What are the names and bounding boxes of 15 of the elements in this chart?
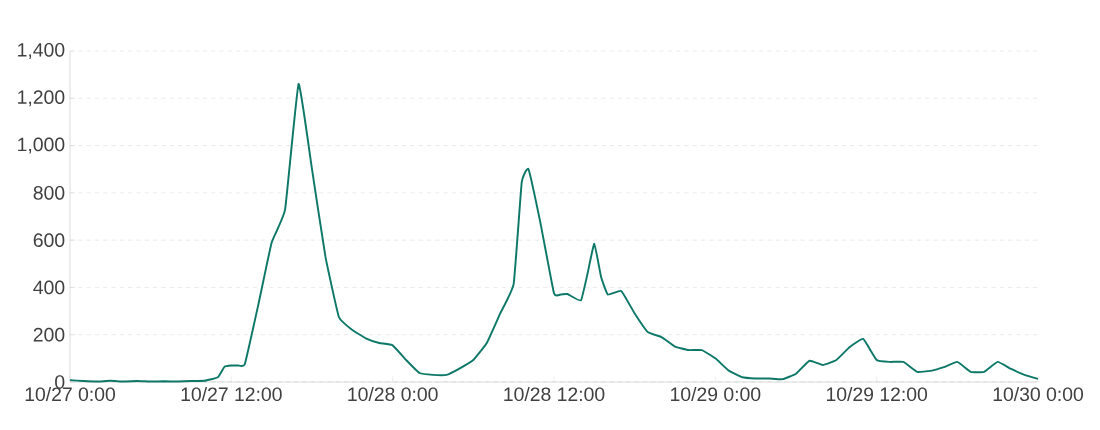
x-tick-label: 10/29 12:00 xyxy=(826,386,928,402)
x-tick-label: 10/28 0:00 xyxy=(348,386,438,402)
y-tick-label: 400 xyxy=(33,280,65,295)
y-tick-label: 1,200 xyxy=(18,90,65,107)
x-tick-label: 10/28 12:00 xyxy=(504,386,605,402)
x-tick-label: 10/29 0:00 xyxy=(671,386,761,402)
y-tick-label: 1,400 xyxy=(18,42,65,59)
y-tick-label: 200 xyxy=(33,327,65,342)
y-tick-label: 1,000 xyxy=(18,137,65,154)
x-tick-label: 10/30 0:00 xyxy=(993,386,1084,402)
y-tick-label: 600 xyxy=(33,233,65,248)
y-tick-label: 0 xyxy=(55,375,65,389)
x-tick-label: 10/27 12:00 xyxy=(181,386,282,402)
x-tick-label: 10/27 0:00 xyxy=(25,386,116,402)
y-tick-label: 800 xyxy=(33,185,65,200)
